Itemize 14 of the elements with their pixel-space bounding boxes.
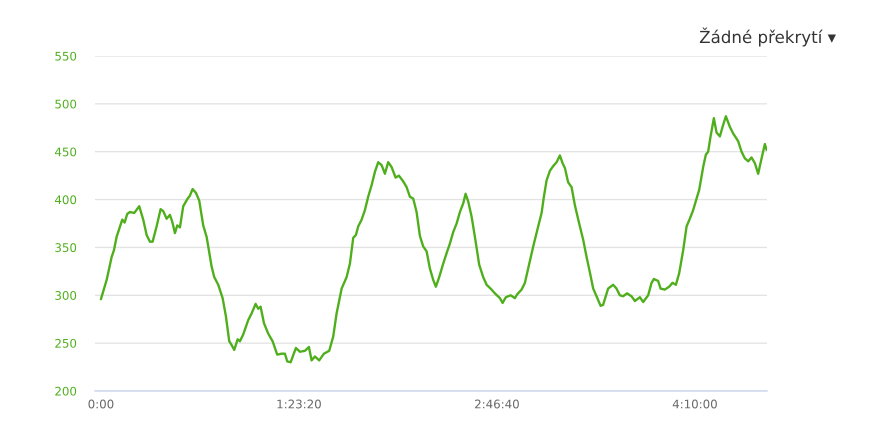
y-tick-label: 500: [55, 100, 76, 109]
x-tick-label: 1:23:20: [277, 400, 321, 408]
y-tick-label: 200: [55, 386, 76, 396]
text: Žádné překrytí ▾: [700, 28, 836, 46]
x-tick-label: 4:10:00: [672, 400, 717, 408]
line-series: [100, 115, 767, 364]
y-tick-label: 250: [55, 338, 76, 348]
y-tick-label: 350: [55, 243, 76, 252]
x-tick-label: 2:46:40: [475, 400, 519, 408]
x-tick-label: 0:00: [88, 400, 114, 408]
y-tick-label: 400: [54, 195, 76, 204]
y-tick-label: 300: [55, 291, 76, 300]
y-tick-label: 550: [55, 52, 76, 61]
y-tick-label: 450: [54, 147, 76, 156]
